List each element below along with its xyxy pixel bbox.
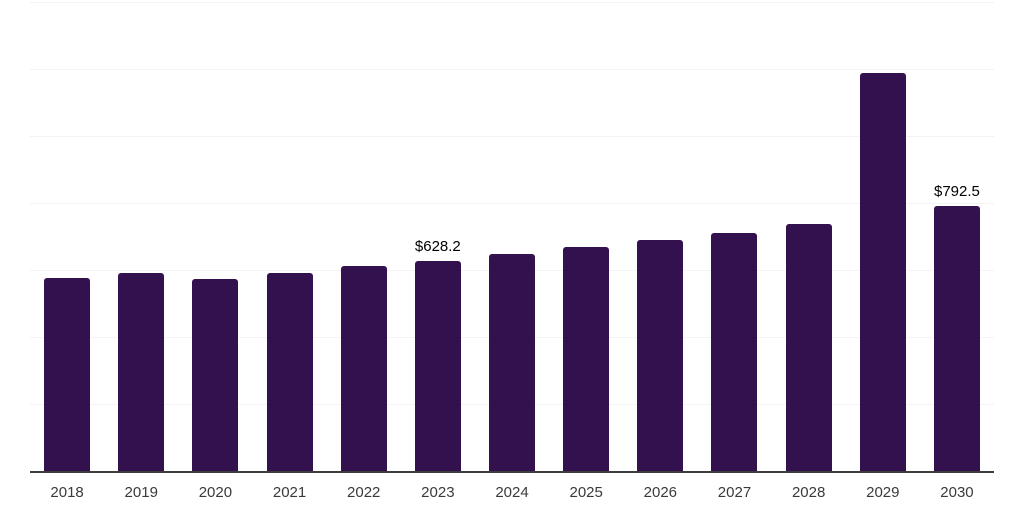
bar-2022	[340, 265, 387, 471]
bar-2019	[118, 272, 165, 471]
bar-value-label-2030: $792.5	[933, 182, 980, 200]
x-tick-2020: 2020	[198, 484, 233, 501]
x-axis-labels: 2018 2019 2020 2021 2022 2023 2024 2025 2026 2027…	[30, 483, 994, 503]
bar-2026	[637, 240, 684, 471]
gridline	[30, 2, 994, 3]
bar-2030	[933, 205, 980, 471]
x-tick-2023: 2023	[421, 484, 455, 501]
bar-2027	[711, 232, 758, 471]
bar-2024	[489, 254, 535, 471]
x-tick-2025: 2025	[569, 484, 603, 501]
x-tick-2024: 2024	[495, 484, 529, 501]
bar-2025	[563, 246, 610, 471]
gridline	[30, 203, 994, 204]
x-tick-2021: 2021	[272, 484, 307, 501]
gridline	[30, 136, 994, 137]
bar-2028	[785, 224, 832, 471]
x-tick-2019: 2019	[124, 484, 158, 501]
plot-area: $628.2 $792.5	[30, 2, 994, 473]
x-tick-2028: 2028	[791, 484, 826, 501]
bar-2023	[414, 260, 461, 471]
x-tick-2026: 2026	[643, 484, 678, 501]
bar-2021	[266, 272, 313, 471]
x-tick-2027: 2027	[717, 484, 752, 501]
gridline	[30, 69, 994, 70]
bar-2020	[192, 279, 239, 471]
x-tick-2030: 2030	[940, 484, 974, 501]
bar-2029	[859, 73, 906, 471]
x-tick-2018: 2018	[50, 484, 84, 501]
x-tick-2022: 2022	[347, 484, 381, 501]
x-tick-2029: 2029	[866, 484, 900, 501]
bar-2018	[44, 278, 91, 471]
bar-value-label-2023: $628.2	[414, 237, 461, 255]
